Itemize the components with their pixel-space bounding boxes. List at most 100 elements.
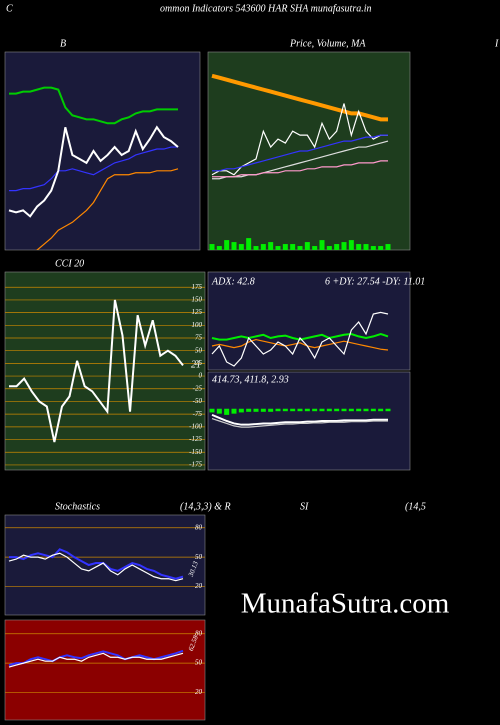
- bar: [312, 246, 318, 250]
- plot: [211, 311, 389, 367]
- bar: [216, 246, 222, 250]
- plot: [8, 86, 179, 250]
- panel-subtitle: 6 +DY: 27.54 -DY: 11.01: [325, 276, 425, 287]
- y-tick-label: -75: [193, 410, 203, 418]
- bar: [246, 238, 252, 250]
- bar: [378, 408, 384, 412]
- panel: [4, 619, 206, 721]
- y-tick-label: -50: [193, 397, 203, 405]
- bar: [319, 240, 325, 250]
- bar: [334, 244, 340, 250]
- bar: [268, 408, 274, 412]
- bar: [209, 244, 215, 250]
- panel-title: 414.73, 411.8, 2.93: [212, 374, 289, 385]
- series-line: [211, 417, 388, 428]
- bar: [224, 408, 230, 415]
- bar: [312, 408, 318, 412]
- panel: [4, 51, 201, 251]
- bar: [341, 242, 347, 250]
- y-tick-label: 50: [195, 659, 203, 667]
- panel-title: Price, Volume, MA: [289, 38, 366, 49]
- bar: [297, 246, 303, 250]
- panel-title: SI: [300, 501, 309, 512]
- bar: [297, 408, 303, 412]
- header-right: SHA munafasutra.in: [290, 3, 372, 14]
- bar: [348, 408, 354, 412]
- series-line: [212, 134, 388, 172]
- y-tick-label: 75: [195, 334, 203, 342]
- bar: [275, 408, 281, 412]
- y-tick-label: 125: [192, 308, 203, 316]
- y-tick-label: 25: [195, 359, 203, 367]
- plot: [5, 286, 205, 466]
- bar: [282, 408, 288, 412]
- series-line: [211, 332, 389, 341]
- series-line: [8, 552, 184, 582]
- series-line: [8, 125, 179, 218]
- bar: [290, 408, 296, 412]
- bar: [334, 408, 340, 412]
- header-middle: ommon Indicators 543600 HAR: [160, 3, 288, 14]
- series-line: [211, 311, 389, 367]
- header-left: C: [6, 3, 13, 14]
- bar: [341, 408, 347, 412]
- plot: [209, 408, 391, 428]
- plot: [5, 527, 205, 587]
- y-tick-label: -150: [189, 448, 202, 456]
- bar: [253, 246, 259, 250]
- y-tick-label: 50: [195, 346, 203, 354]
- bar: [253, 408, 259, 412]
- header-edge: I: [494, 38, 499, 49]
- bar: [363, 408, 369, 412]
- bar: [238, 244, 244, 250]
- series-line: [9, 146, 178, 192]
- bar: [385, 408, 391, 412]
- bar: [319, 408, 325, 412]
- plot: [209, 73, 391, 250]
- y-tick-label: 175: [192, 283, 203, 291]
- bar: [260, 408, 266, 412]
- panel-subtitle: (14,3,3) & R: [180, 501, 231, 512]
- series-line: [9, 299, 184, 443]
- y-tick-label: 100: [192, 321, 203, 329]
- series-line: [212, 160, 388, 178]
- y-tick-label: 0: [199, 372, 203, 380]
- y-tick-label: -125: [189, 435, 202, 443]
- panel-subtitle: (14,5: [405, 501, 426, 512]
- bar: [209, 408, 215, 413]
- y-tick-label: 20: [195, 688, 203, 696]
- series-line: [36, 168, 179, 250]
- bar: [238, 408, 244, 413]
- bar: [282, 244, 288, 250]
- panel-title: Stochastics: [55, 501, 100, 512]
- bar: [385, 244, 391, 250]
- panel: [207, 271, 411, 371]
- bar: [290, 244, 296, 250]
- y-tick-label: -175: [189, 461, 202, 469]
- bar: [216, 408, 222, 414]
- series-line: [9, 86, 178, 125]
- bar: [370, 408, 376, 412]
- series-line: [8, 652, 184, 668]
- y-tick-label: 150: [192, 296, 203, 304]
- value-label: 21: [191, 360, 201, 371]
- bar: [246, 408, 252, 412]
- bar: [304, 242, 310, 250]
- panel: [4, 271, 206, 471]
- panel-title: CCI 20: [55, 258, 84, 269]
- series-line: [211, 338, 389, 351]
- y-tick-label: 50: [195, 553, 203, 561]
- bar: [363, 244, 369, 250]
- series-line: [212, 140, 389, 180]
- plot: [5, 633, 205, 693]
- bar: [356, 244, 362, 250]
- bar: [348, 240, 354, 250]
- bar: [268, 242, 274, 250]
- bar: [304, 408, 310, 412]
- y-tick-label: 80: [195, 629, 203, 637]
- panel-title: ADX: 42.8: [211, 276, 255, 287]
- bar: [231, 242, 237, 250]
- series-line: [211, 413, 388, 426]
- series-line: [9, 548, 184, 580]
